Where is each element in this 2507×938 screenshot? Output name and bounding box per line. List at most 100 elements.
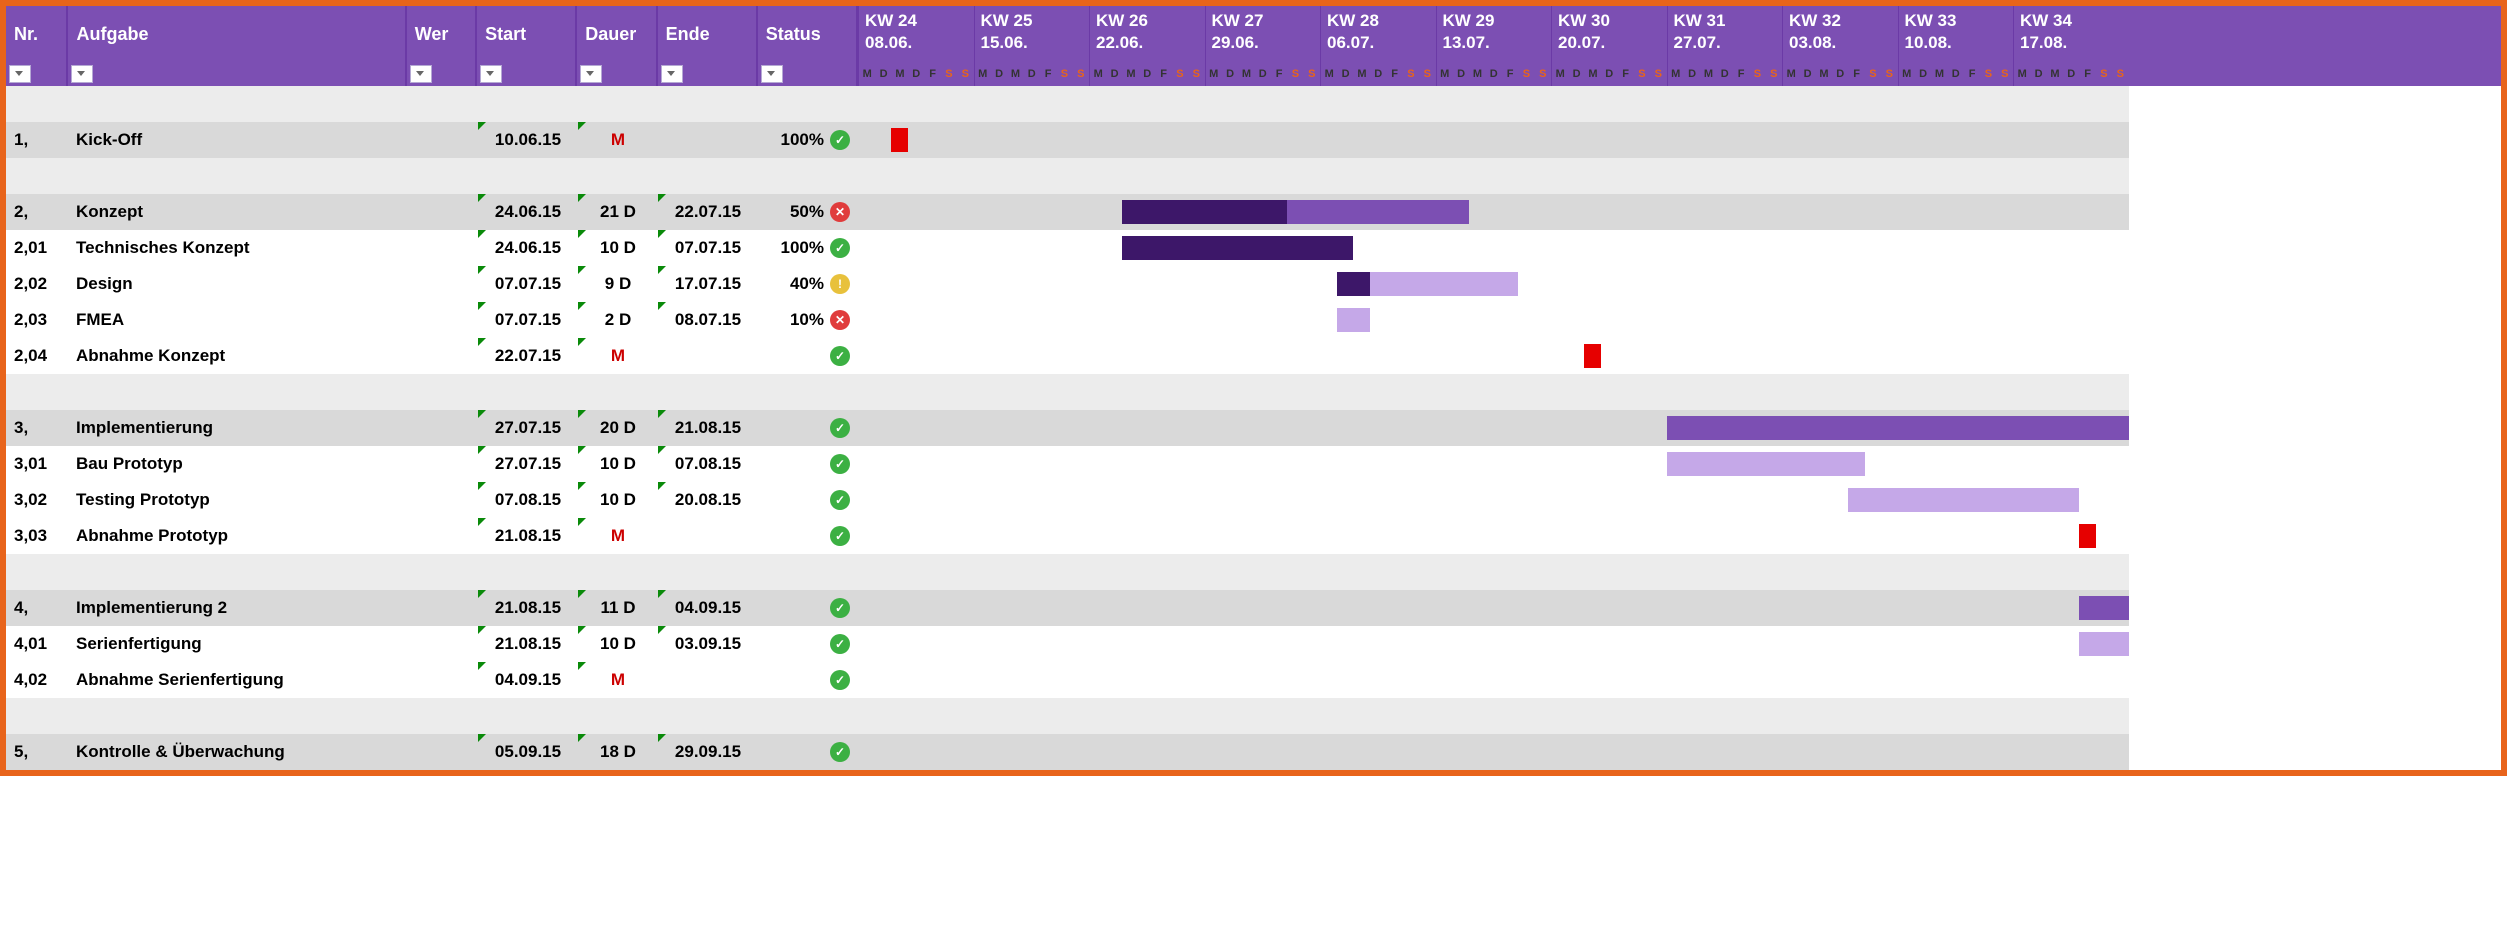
column-header-start[interactable]: Start <box>477 6 576 62</box>
gantt-bar[interactable] <box>1848 488 2079 512</box>
task-row[interactable]: 3,03Abnahme Prototyp21.08.15M✓ <box>6 518 2129 554</box>
ende-cell <box>658 518 758 554</box>
task-row[interactable]: 4,02Abnahme Serienfertigung04.09.15M✓ <box>6 662 2129 698</box>
task-row[interactable]: 2,04Abnahme Konzept22.07.15M✓ <box>6 338 2129 374</box>
task-row[interactable]: 3,01Bau Prototyp27.07.1510 D07.08.15✓ <box>6 446 2129 482</box>
day-header: S <box>1172 62 1188 86</box>
day-header: D <box>1486 62 1502 86</box>
ende-cell: 20.08.15 <box>658 482 758 518</box>
dauer-cell: M <box>578 122 658 158</box>
filter-dropdown-status[interactable] <box>761 65 783 83</box>
dauer-cell: 2 D <box>578 302 658 338</box>
task-row[interactable]: 2,02Design07.07.159 D17.07.1540%! <box>6 266 2129 302</box>
aufgabe-cell: Kick-Off <box>68 122 408 158</box>
filter-dropdown-nr[interactable] <box>9 65 31 83</box>
column-header-wer[interactable]: Wer <box>407 6 476 62</box>
task-row[interactable]: 2,01Technisches Konzept24.06.1510 D07.07… <box>6 230 2129 266</box>
spacer-row <box>6 374 2129 410</box>
spacer-row <box>6 86 2129 122</box>
status-green-icon: ✓ <box>830 418 850 438</box>
nr-cell: 5, <box>6 734 68 770</box>
gantt-bar[interactable] <box>1370 272 1519 296</box>
day-header: M <box>975 62 991 86</box>
task-row[interactable]: 4,01Serienfertigung21.08.1510 D03.09.15✓ <box>6 626 2129 662</box>
ende-cell: 22.07.15 <box>658 194 758 230</box>
column-header-dauer[interactable]: Dauer <box>577 6 656 62</box>
wer-cell <box>408 122 478 158</box>
gantt-bar[interactable] <box>1584 344 1601 368</box>
gantt-bar[interactable] <box>2079 632 2129 656</box>
start-cell: 21.08.15 <box>478 590 578 626</box>
week-kw: KW 26 <box>1096 10 1199 32</box>
week-header-10: KW 3417.08. <box>2014 6 2129 62</box>
task-row[interactable]: 5,Kontrolle & Überwachung05.09.1518 D29.… <box>6 734 2129 770</box>
filter-dropdown-dauer[interactable] <box>580 65 602 83</box>
week-date: 10.08. <box>1905 32 2008 54</box>
start-cell: 04.09.15 <box>478 662 578 698</box>
wer-cell <box>408 446 478 482</box>
gantt-bar[interactable] <box>1287 200 1469 224</box>
day-header: S <box>1634 62 1650 86</box>
status-pct: 50% <box>790 202 824 222</box>
start-cell: 27.07.15 <box>478 410 578 446</box>
gantt-bar[interactable] <box>1122 200 1287 224</box>
start-cell: 27.07.15 <box>478 446 578 482</box>
status-pct: 40% <box>790 274 824 294</box>
dauer-cell: 18 D <box>578 734 658 770</box>
filter-dropdown-aufgabe[interactable] <box>71 65 93 83</box>
day-header: S <box>1997 62 2013 86</box>
wer-cell <box>408 338 478 374</box>
week-header-1: KW 2515.06. <box>975 6 1090 62</box>
status-cell: ✓ <box>758 446 858 482</box>
task-row[interactable]: 2,03FMEA07.07.152 D08.07.1510%✕ <box>6 302 2129 338</box>
wer-cell <box>408 410 478 446</box>
task-row[interactable]: 1,Kick-Off10.06.15M100%✓ <box>6 122 2129 158</box>
day-header: S <box>1403 62 1419 86</box>
ende-cell <box>658 338 758 374</box>
week-date: 27.07. <box>1674 32 1777 54</box>
day-header: S <box>941 62 957 86</box>
task-row[interactable]: 3,02Testing Prototyp07.08.1510 D20.08.15… <box>6 482 2129 518</box>
task-row[interactable]: 2,Konzept24.06.1521 D22.07.1550%✕ <box>6 194 2129 230</box>
gantt-bar[interactable] <box>2079 596 2129 620</box>
task-row[interactable]: 3,Implementierung27.07.1520 D21.08.15✓ <box>6 410 2129 446</box>
day-header: M <box>1816 62 1832 86</box>
status-cell: 100%✓ <box>758 122 858 158</box>
week-date: 29.06. <box>1212 32 1315 54</box>
gantt-bar[interactable] <box>1122 236 1353 260</box>
aufgabe-cell: Technisches Konzept <box>68 230 408 266</box>
column-header-aufgabe[interactable]: Aufgabe <box>68 6 405 62</box>
day-header: D <box>875 62 891 86</box>
gantt-bar[interactable] <box>2079 524 2096 548</box>
gantt-bar[interactable] <box>1337 308 1370 332</box>
column-header-status[interactable]: Status <box>758 6 857 62</box>
day-header: M <box>1437 62 1453 86</box>
column-header-nr[interactable]: Nr. <box>6 6 67 62</box>
nr-cell: 2,04 <box>6 338 68 374</box>
nr-cell: 2,03 <box>6 302 68 338</box>
day-header: D <box>1799 62 1815 86</box>
filter-dropdown-ende[interactable] <box>661 65 683 83</box>
gantt-bar[interactable] <box>891 128 908 152</box>
gantt-bar[interactable] <box>1667 416 2129 440</box>
gantt-bar[interactable] <box>1337 272 1370 296</box>
filter-dropdown-wer[interactable] <box>410 65 432 83</box>
dauer-cell: 10 D <box>578 446 658 482</box>
day-header: D <box>2030 62 2046 86</box>
status-green-icon: ✓ <box>830 346 850 366</box>
nr-cell: 4,02 <box>6 662 68 698</box>
task-row[interactable]: 4,Implementierung 221.08.1511 D04.09.15✓ <box>6 590 2129 626</box>
day-header: D <box>1832 62 1848 86</box>
column-header-ende[interactable]: Ende <box>658 6 757 62</box>
aufgabe-cell: Implementierung <box>68 410 408 446</box>
day-header: M <box>1206 62 1222 86</box>
gantt-bar[interactable] <box>1667 452 1865 476</box>
week-header-3: KW 2729.06. <box>1206 6 1321 62</box>
filter-dropdown-start[interactable] <box>480 65 502 83</box>
day-header: F <box>1040 62 1056 86</box>
dauer-cell: 10 D <box>578 626 658 662</box>
wer-cell <box>408 302 478 338</box>
nr-cell: 3,03 <box>6 518 68 554</box>
week-date: 17.08. <box>2020 32 2123 54</box>
nr-cell: 4, <box>6 590 68 626</box>
